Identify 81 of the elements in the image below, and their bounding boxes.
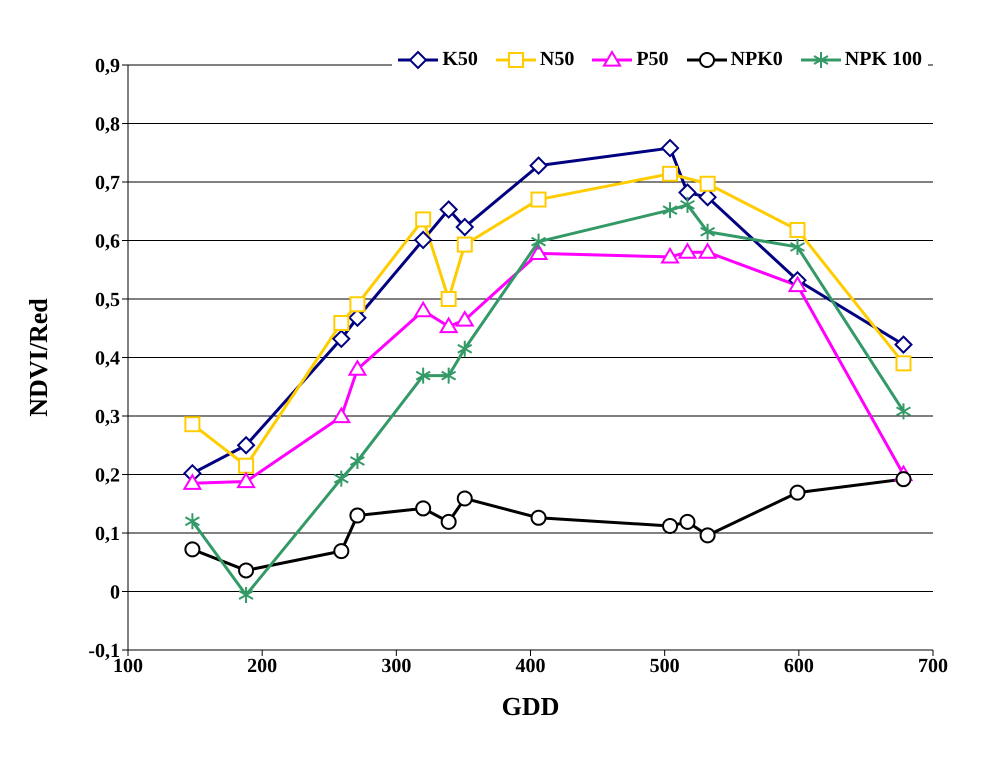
point xyxy=(415,211,432,228)
point xyxy=(662,518,678,534)
point xyxy=(790,238,806,256)
point xyxy=(349,507,366,524)
y-tick-label: 0,8 xyxy=(95,114,120,136)
point xyxy=(530,192,547,208)
y-tick-label: 0,5 xyxy=(95,289,120,312)
y-tick-label: 0,3 xyxy=(95,406,120,428)
point xyxy=(184,541,200,558)
legend-label: NPK0 xyxy=(730,48,783,71)
point xyxy=(698,243,717,259)
point xyxy=(661,139,680,158)
x-tick-label: 300 xyxy=(381,655,412,678)
point xyxy=(414,302,432,318)
point xyxy=(238,458,254,474)
point xyxy=(680,196,696,214)
point xyxy=(348,360,366,376)
y-tick-label: 0,2 xyxy=(95,464,120,487)
point xyxy=(414,230,432,249)
legend-label: K50 xyxy=(442,48,478,71)
point xyxy=(789,222,806,238)
point xyxy=(440,200,458,218)
point xyxy=(530,232,547,251)
point xyxy=(678,184,696,202)
point xyxy=(456,218,474,236)
point xyxy=(415,366,432,385)
point xyxy=(440,366,457,385)
y-tick-label: 0,4 xyxy=(95,348,120,370)
point xyxy=(895,355,912,372)
y-tick-label: 0,7 xyxy=(95,172,120,194)
point xyxy=(332,408,350,424)
point xyxy=(349,452,366,470)
point xyxy=(700,527,716,544)
point xyxy=(456,340,473,358)
y-tick-label: 0,1 xyxy=(95,523,120,546)
point xyxy=(700,176,716,192)
x-tick-label: 700 xyxy=(918,655,948,678)
x-tick-label: 200 xyxy=(247,655,278,678)
point xyxy=(184,512,200,530)
point xyxy=(456,311,474,327)
point xyxy=(530,510,547,526)
point xyxy=(238,586,254,604)
point xyxy=(183,474,202,490)
point xyxy=(333,470,350,488)
legend-label: N50 xyxy=(540,48,574,71)
point xyxy=(679,514,696,530)
point xyxy=(678,243,696,259)
point xyxy=(530,156,548,175)
point xyxy=(894,336,912,354)
point xyxy=(237,436,256,454)
legend-label: P50 xyxy=(636,48,669,71)
point xyxy=(700,222,716,241)
x-tick-label: 400 xyxy=(516,655,546,678)
point xyxy=(662,166,678,182)
point xyxy=(440,317,458,334)
x-tick-label: 500 xyxy=(650,655,680,678)
point xyxy=(456,490,473,506)
point xyxy=(788,276,806,292)
x-tick-label: 600 xyxy=(784,655,814,678)
point xyxy=(349,296,366,312)
y-axis-title: NDVI/Red xyxy=(24,298,54,417)
point xyxy=(333,543,350,560)
point xyxy=(333,314,350,331)
point xyxy=(237,472,256,488)
point xyxy=(332,330,350,348)
point xyxy=(662,201,678,220)
point xyxy=(896,402,912,420)
point xyxy=(456,236,473,253)
point xyxy=(440,514,457,530)
y-tick-label: 0 xyxy=(110,582,120,604)
point xyxy=(440,291,457,307)
y-tick-label: 0,6 xyxy=(95,230,120,253)
point xyxy=(530,244,548,260)
point xyxy=(238,562,254,578)
point xyxy=(415,500,432,516)
point xyxy=(184,416,200,432)
point xyxy=(789,484,806,501)
point xyxy=(661,248,680,264)
x-axis-title: GDD xyxy=(502,692,560,721)
y-tick-label: 0,9 xyxy=(95,55,120,78)
legend-label: NPK 100 xyxy=(844,48,922,71)
